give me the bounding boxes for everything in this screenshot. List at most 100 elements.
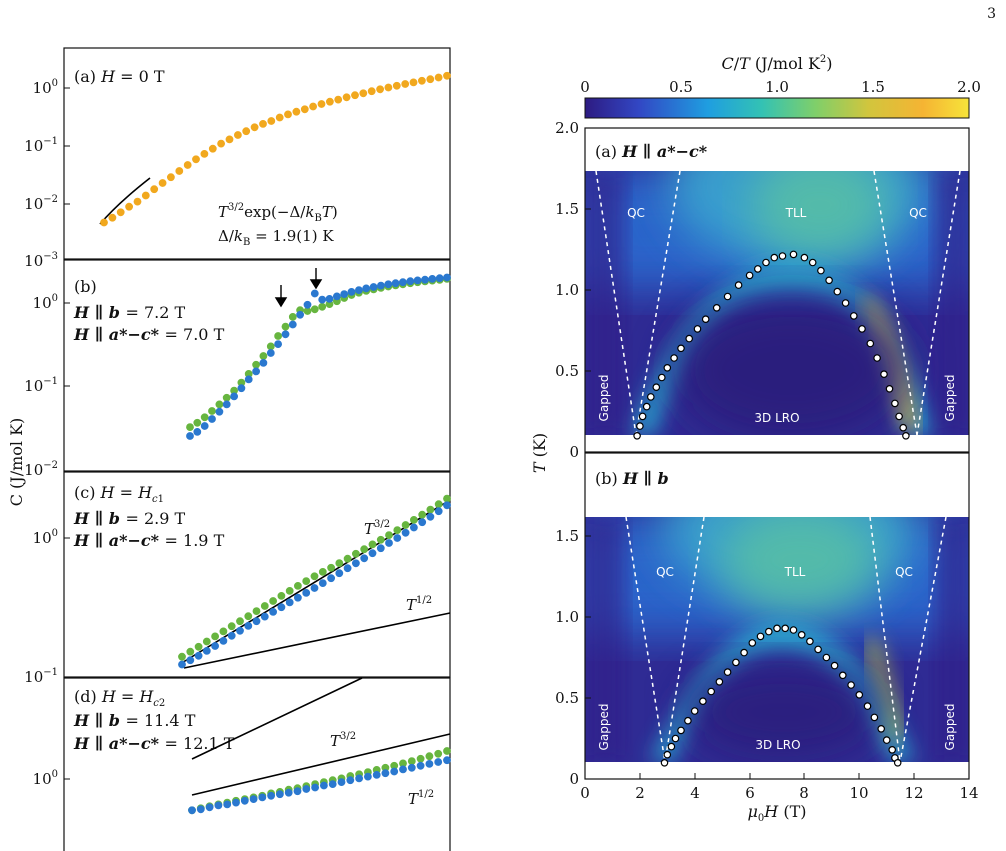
cbar-tick-3: 1.5 xyxy=(861,78,885,96)
point-c0-s0-27 xyxy=(401,521,410,529)
point-d0-s1-4 xyxy=(223,800,232,809)
tn-point-pb-1 xyxy=(663,750,672,759)
pa-region-qc-right: QC xyxy=(909,206,927,220)
left-panels: 100 10−1 10−2 10−3 100 10−1 10−2 100 10−… xyxy=(7,47,451,851)
point-b0-s0-0 xyxy=(186,423,194,431)
point-d0-s1-18 xyxy=(346,776,355,785)
point-d0-s1-12 xyxy=(293,787,302,796)
point-b0-s1-6 xyxy=(230,392,238,401)
point-c0-s0-0 xyxy=(178,652,186,661)
tn-point-pa-3 xyxy=(642,402,651,411)
point-b0-s1-29 xyxy=(398,278,407,287)
tn-point-pa-9 xyxy=(677,344,685,353)
tn-point-pa-28 xyxy=(849,312,858,320)
point-d0-s1-25 xyxy=(407,763,416,772)
panel-d0-frame xyxy=(63,677,451,851)
point-b0-s0-17 xyxy=(310,305,319,314)
pb-ytick-05: 0.5 xyxy=(555,689,579,707)
tn-point-pb-21 xyxy=(814,645,822,654)
point-c0-s0-23 xyxy=(368,540,377,549)
pa-region-qc-left: QC xyxy=(627,206,645,220)
pb-label: (b) H ∥ b xyxy=(595,469,669,488)
pb-region-tll: TLL xyxy=(784,565,806,579)
point-c0-s1-17 xyxy=(318,579,327,587)
tn-point-pa-6 xyxy=(657,373,666,382)
point-a0-s0-11 xyxy=(192,155,200,164)
point-a0-s0-14 xyxy=(217,139,225,148)
panel-a0-formula: T3/2exp(−Δ/kBT) xyxy=(218,202,338,224)
point-a0-s0-20 xyxy=(267,117,276,125)
point-c0-s1-24 xyxy=(376,544,385,553)
point-a0-s0-13 xyxy=(208,144,217,153)
point-b0-s0-13 xyxy=(281,322,290,331)
point-b0-s1-21 xyxy=(340,290,349,298)
point-a0-s0-15 xyxy=(225,135,234,144)
point-d0-s1-7 xyxy=(249,795,258,803)
point-c0-s0-22 xyxy=(360,545,369,554)
point-a0-s0-35 xyxy=(392,81,401,90)
fit-c0-t12 xyxy=(183,612,451,669)
tn-point-pa-33 xyxy=(885,384,894,393)
point-b0-s1-22 xyxy=(347,287,356,296)
point-c0-s1-10 xyxy=(260,612,269,621)
point-d0-s1-9 xyxy=(267,791,275,800)
pa-ytick-05: 0.5 xyxy=(555,362,579,380)
point-c0-s1-31 xyxy=(434,507,443,516)
point-c0-s0-9 xyxy=(252,607,261,615)
point-c0-s1-18 xyxy=(327,574,335,583)
tn-point-pb-31 xyxy=(888,745,897,754)
panel-c0-t12: T1/2 xyxy=(406,595,432,614)
point-a0-s0-28 xyxy=(334,95,343,104)
point-b0-s1-30 xyxy=(406,277,415,286)
pb-xtick-14: 14 xyxy=(959,784,978,802)
point-b0-s0-10 xyxy=(259,352,268,360)
tn-point-pb-0 xyxy=(660,758,669,767)
point-d0-s1-28 xyxy=(434,758,443,766)
tn-point-pa-10 xyxy=(685,334,694,343)
point-c0-s1-28 xyxy=(409,523,418,532)
pb-region-gapped-right: Gapped xyxy=(943,704,957,751)
point-c0-s0-28 xyxy=(409,516,418,524)
point-c0-s0-20 xyxy=(343,554,352,563)
pa-tn-points xyxy=(633,250,910,440)
point-d0-s1-2 xyxy=(205,803,214,812)
point-a0-s0-34 xyxy=(384,83,393,92)
point-c0-s1-9 xyxy=(252,617,261,626)
scatter-points xyxy=(100,71,451,815)
point-a0-s0-19 xyxy=(259,120,267,128)
point-b0-s1-17 xyxy=(310,289,319,298)
point-b0-s0-5 xyxy=(222,393,231,402)
panel-b0-frame xyxy=(63,259,451,472)
point-c0-s0-3 xyxy=(202,637,211,646)
point-a0-s0-22 xyxy=(284,110,292,119)
point-c0-s0-6 xyxy=(227,622,236,631)
tn-point-pb-7 xyxy=(699,697,707,706)
pb-xtick-8: 8 xyxy=(799,784,809,802)
point-a0-s0-21 xyxy=(275,113,284,122)
point-d0-s1-11 xyxy=(284,788,293,797)
point-d0-s1-8 xyxy=(258,793,267,802)
point-b0-s1-24 xyxy=(362,284,371,293)
point-b0-s1-3 xyxy=(208,415,216,423)
tn-point-pb-33 xyxy=(893,758,902,767)
pa-region-gapped-left: Gapped xyxy=(597,375,611,422)
panel-b0-label: (b) xyxy=(74,277,97,296)
point-a0-s0-30 xyxy=(351,91,359,100)
point-d0-s1-14 xyxy=(311,783,319,792)
point-c0-s1-6 xyxy=(227,631,236,640)
point-c0-s1-30 xyxy=(426,512,435,521)
point-d0-s1-21 xyxy=(372,771,381,779)
pa-ytick-15: 1.5 xyxy=(555,200,579,218)
tn-point-pa-26 xyxy=(833,287,842,296)
point-c0-s1-16 xyxy=(310,584,319,592)
panel-d0-legend-ac: H ∥ a*−c* = 12.1 T xyxy=(73,734,235,753)
point-c0-s0-18 xyxy=(327,563,335,572)
pa-region-gapped-right: Gapped xyxy=(943,375,957,422)
tn-point-pa-14 xyxy=(723,292,732,301)
tn-point-pa-29 xyxy=(858,325,866,333)
tn-point-pa-18 xyxy=(762,258,770,267)
point-c0-s0-1 xyxy=(186,647,195,656)
pa-ytick-2: 2.0 xyxy=(555,119,579,137)
point-d0-s0-25 xyxy=(407,757,416,765)
point-d0-s1-3 xyxy=(214,801,223,810)
